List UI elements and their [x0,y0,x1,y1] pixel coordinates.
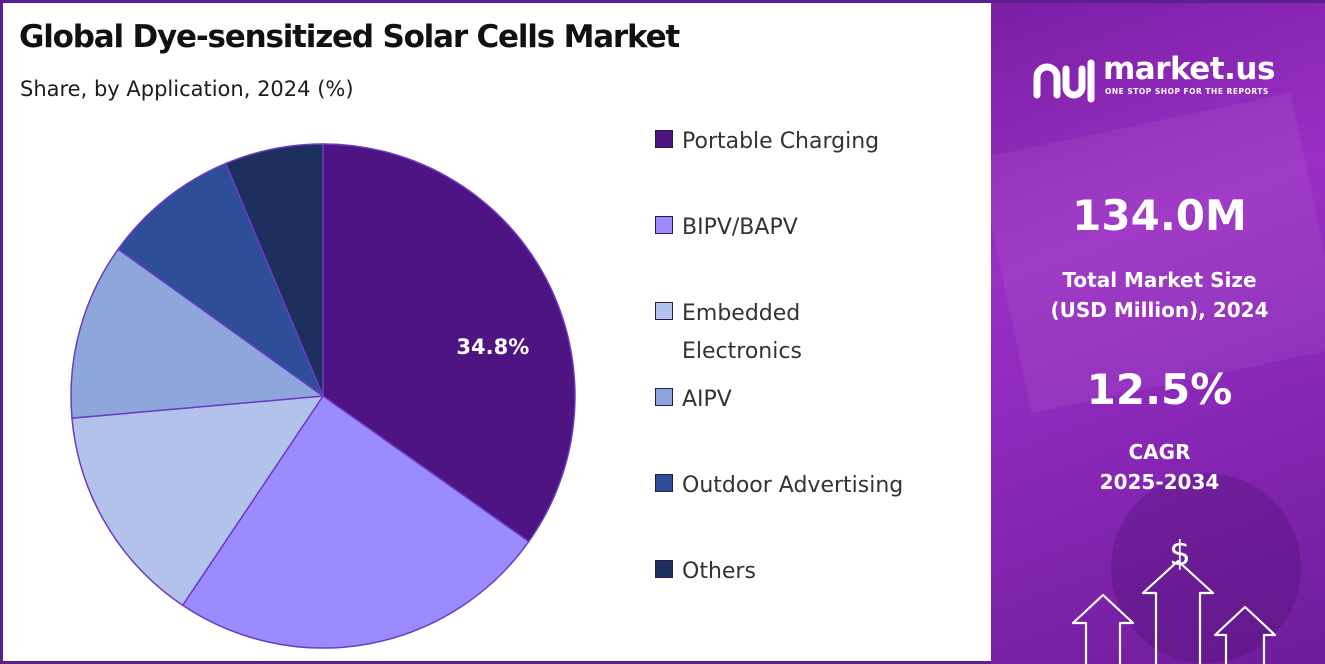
pie-slice-embedded-electronics [71,395,325,607]
brand-tagline: ONE STOP SHOP FOR THE REPORTS [1105,87,1269,96]
brand-name: market.us [1103,51,1275,87]
legend-swatch [655,216,673,234]
legend-label: Portable Charging [682,129,880,154]
legend-label: AIPV [682,387,732,412]
chart-panel: Global Dye-sensitized Solar Cells Market… [3,3,991,664]
chart-title: Global Dye-sensitized Solar Cells Market [19,19,680,55]
legend-label: Others [682,559,756,584]
summary-panel: market.us ONE STOP SHOP FOR THE REPORTS … [991,3,1325,664]
market-size-value: 134.0M [1072,191,1247,240]
pie-slice-others [224,143,324,397]
growth-arrows-icon: $ [1071,534,1277,664]
pie-chart: 34.8% [70,143,576,649]
market-size-label-line1: Total Market Size [1062,268,1257,292]
background-decor [1111,473,1301,663]
data-label: 34.8% [456,335,529,359]
legend-label: Embedded Electronics [682,301,802,364]
cagr-label-line2: 2025-2034 [1099,470,1220,494]
pie-slice-portable-charging [322,143,576,543]
legend-label: BIPV/BAPV [682,215,798,240]
market-us-logo-icon [1033,59,1095,103]
legend-swatch [655,560,673,578]
market-size-label-line2: (USD Million), 2024 [1050,298,1269,322]
pie-slice-bipv-bapv [181,394,530,649]
dollar-icon: $ [1169,534,1191,574]
legend-swatch [655,388,673,406]
pie-slice-outdoor-advertising [117,162,325,399]
legend-swatch [655,302,673,320]
cagr-value: 12.5% [1086,365,1233,414]
legend-label: Outdoor Advertising [682,473,904,498]
pie-slice-aipv [70,248,326,419]
legend-swatch [655,130,673,148]
legend-swatch [655,474,673,492]
chart-subtitle: Share, by Application, 2024 (%) [20,77,354,101]
cagr-label-line1: CAGR [1128,440,1191,464]
